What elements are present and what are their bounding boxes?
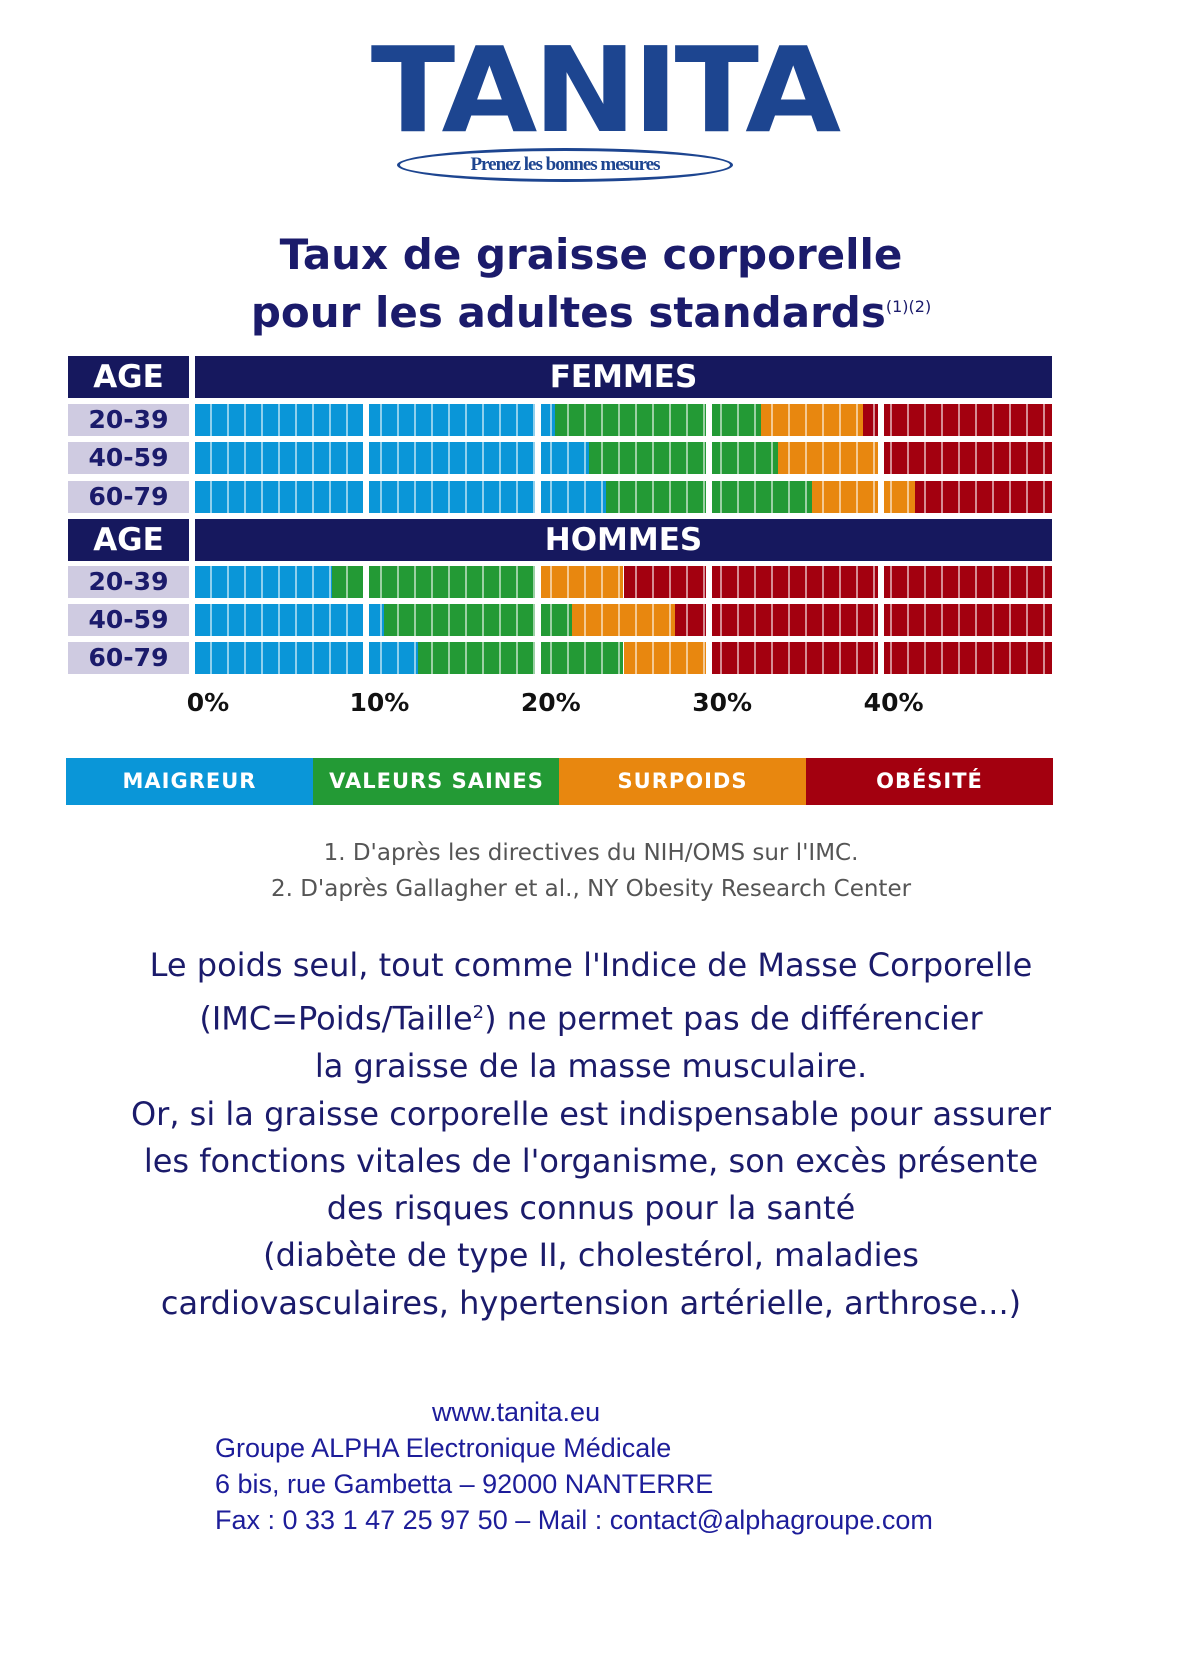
age-label: 40-59 [68,604,189,636]
block-gap [706,404,713,436]
title-line-1: Taux de graisse corporelle [279,230,903,279]
block-gap [877,442,884,474]
block-gap [706,642,713,674]
block-gap [877,481,884,513]
contact: Fax : 0 33 1 47 25 97 50 – Mail : contac… [215,1505,933,1535]
block-gap [534,404,541,436]
bar-row [195,642,1052,674]
legend-obesite: OBÉSITÉ [806,758,1053,805]
tick-marks [195,404,1052,436]
block-gap [363,642,370,674]
para-line: Or, si la graisse corporelle est indispe… [130,1094,1052,1133]
bar-row [195,566,1052,598]
legend-valeurs-saines: VALEURS SAINES [313,758,560,805]
block-gap [877,404,884,436]
block-gap [534,604,541,636]
block-gap [877,642,884,674]
group-header-femmes: FEMMES [195,356,1052,398]
x-tick-label: 30% [692,688,753,717]
age-label: 20-39 [68,404,189,436]
bar-row [195,481,1052,513]
block-gap [706,481,713,513]
title-refs: (1)(2) [885,297,932,316]
footnote-2: 2. D'après Gallagher et al., NY Obesity … [270,876,912,902]
block-gap [877,604,884,636]
tick-marks [195,442,1052,474]
x-tick-label: 40% [863,688,924,717]
block-gap [877,566,884,598]
age-header: AGE [68,356,189,398]
age-label: 40-59 [68,442,189,474]
x-tick-label: 20% [520,688,581,717]
legend-surpoids: SURPOIDS [559,758,806,805]
tick-marks [195,604,1052,636]
bar-row [195,442,1052,474]
website-link[interactable]: www.tanita.eu [432,1397,601,1427]
bar-row [195,404,1052,436]
bar-row [195,604,1052,636]
tick-marks [195,481,1052,513]
title-line-2: pour les adultes standards [250,288,886,337]
block-gap [706,566,713,598]
para-line: (IMC=Poids/Taille2) ne permet pas de dif… [60,989,1122,1043]
para-line: les fonctions vitales de l'organisme, so… [143,1141,1039,1180]
page-title: Taux de graisse corporelle [0,230,1182,279]
block-gap [534,481,541,513]
age-header: AGE [68,519,189,561]
block-gap [706,604,713,636]
age-label: 60-79 [68,481,189,513]
para-line: cardiovasculaires, hypertension artériel… [160,1283,1022,1322]
age-label: 20-39 [68,566,189,598]
tanita-logo: TANITA Prenez les bonnes mesures [371,31,841,182]
superscript: 2 [472,1002,485,1024]
para-text: ) ne permet pas de différencier [484,999,983,1038]
block-gap [534,642,541,674]
para-line: Le poids seul, tout comme l'Indice de Ma… [149,946,1033,984]
block-gap [363,566,370,598]
para-line: la graisse de la masse musculaire. [314,1047,868,1086]
legend-maigreur: MAIGREUR [66,758,313,805]
tick-marks [195,642,1052,674]
block-gap [534,442,541,474]
x-tick-label: 10% [349,688,410,717]
logo-tagline: Prenez les bonnes mesures [397,148,733,182]
tick-marks [195,566,1052,598]
para-line: (diabète de type II, cholestérol, maladi… [263,1236,919,1275]
block-gap [363,404,370,436]
block-gap [363,442,370,474]
para-line: des risques connus pour la santé [326,1189,856,1228]
logo-wordmark: TANITA [370,21,841,159]
block-gap [363,481,370,513]
group-header-hommes: HOMMES [195,519,1052,561]
block-gap [706,442,713,474]
para-text: (IMC=Poids/Taille [199,999,473,1038]
page-subtitle: pour les adultes standards(1)(2) [0,288,1182,337]
address: 6 bis, rue Gambetta – 92000 NANTERRE [215,1469,714,1499]
block-gap [363,604,370,636]
info-paragraph: Le poids seul, tout comme l'Indice de Ma… [60,942,1122,1327]
company-name: Groupe ALPHA Electronique Médicale [215,1433,672,1463]
footnote-1: 1. D'après les directives du NIH/OMS sur… [323,840,859,866]
age-label: 60-79 [68,642,189,674]
block-gap [534,566,541,598]
x-tick-label: 0% [186,688,230,717]
